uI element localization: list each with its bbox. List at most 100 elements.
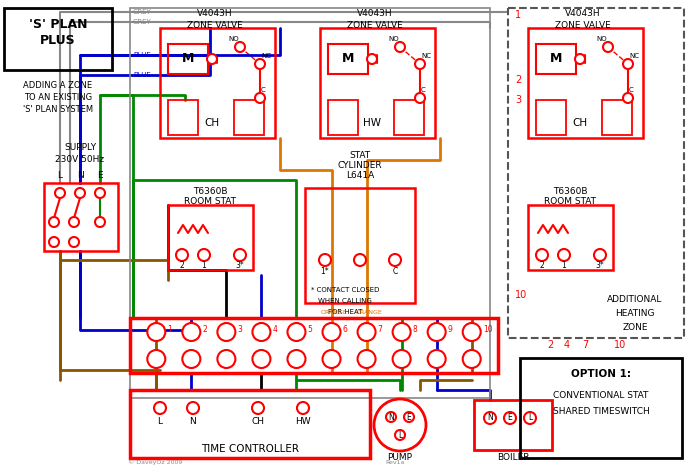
Bar bbox=[130, 318, 498, 373]
Text: ADDING A ZONE: ADDING A ZONE bbox=[23, 80, 92, 89]
Circle shape bbox=[255, 59, 265, 69]
Circle shape bbox=[415, 59, 425, 69]
Circle shape bbox=[253, 323, 270, 341]
Circle shape bbox=[322, 323, 341, 341]
Circle shape bbox=[182, 350, 200, 368]
Text: L: L bbox=[398, 431, 402, 439]
Circle shape bbox=[288, 323, 306, 341]
Circle shape bbox=[147, 350, 166, 368]
Text: WHEN CALLING: WHEN CALLING bbox=[318, 298, 372, 304]
Text: HW: HW bbox=[363, 118, 381, 128]
Text: 2: 2 bbox=[179, 262, 184, 271]
Text: NO: NO bbox=[597, 36, 607, 42]
Circle shape bbox=[463, 323, 481, 341]
Bar bbox=[234, 100, 264, 135]
Circle shape bbox=[255, 93, 265, 103]
Text: 'S' PLAN SYSTEM: 'S' PLAN SYSTEM bbox=[23, 104, 93, 114]
Circle shape bbox=[235, 42, 245, 52]
Circle shape bbox=[253, 350, 270, 368]
Circle shape bbox=[198, 249, 210, 261]
Circle shape bbox=[69, 217, 79, 227]
Text: N: N bbox=[77, 171, 83, 181]
Bar bbox=[328, 100, 358, 135]
Text: ZONE VALVE: ZONE VALVE bbox=[187, 21, 243, 29]
Circle shape bbox=[393, 350, 411, 368]
Text: E: E bbox=[406, 412, 411, 422]
Text: 3*: 3* bbox=[595, 262, 604, 271]
Circle shape bbox=[623, 59, 633, 69]
Text: CONVENTIONAL STAT: CONVENTIONAL STAT bbox=[553, 390, 649, 400]
Bar bbox=[168, 100, 198, 135]
Text: C: C bbox=[261, 87, 266, 93]
Text: NC: NC bbox=[421, 53, 431, 59]
Circle shape bbox=[367, 54, 377, 64]
Circle shape bbox=[217, 350, 235, 368]
Bar bbox=[4, 8, 112, 70]
Bar bbox=[168, 205, 253, 270]
Text: L: L bbox=[528, 414, 532, 423]
Bar bbox=[130, 8, 490, 398]
Bar bbox=[520, 358, 682, 458]
Text: 3: 3 bbox=[515, 95, 521, 105]
Text: N: N bbox=[487, 414, 493, 423]
Text: HW: HW bbox=[295, 417, 310, 426]
Text: OPTION 1:: OPTION 1: bbox=[571, 369, 631, 379]
Text: TIME CONTROLLER: TIME CONTROLLER bbox=[201, 444, 299, 454]
Circle shape bbox=[386, 412, 396, 422]
Text: 1: 1 bbox=[167, 326, 172, 335]
Text: NO: NO bbox=[228, 36, 239, 42]
Circle shape bbox=[558, 249, 570, 261]
Bar bbox=[394, 100, 424, 135]
Bar bbox=[474, 400, 552, 450]
Text: M: M bbox=[181, 52, 194, 66]
Text: ZONE VALVE: ZONE VALVE bbox=[555, 21, 611, 29]
Text: Rev1a: Rev1a bbox=[385, 460, 405, 465]
Text: CH: CH bbox=[251, 417, 264, 426]
Circle shape bbox=[504, 412, 516, 424]
Text: HEATING: HEATING bbox=[615, 309, 655, 319]
Text: STAT: STAT bbox=[349, 151, 371, 160]
Text: ROOM STAT: ROOM STAT bbox=[544, 197, 596, 206]
Bar bbox=[305, 188, 415, 303]
Text: T6360B: T6360B bbox=[553, 187, 587, 196]
Bar bbox=[130, 390, 370, 458]
Bar bbox=[602, 100, 632, 135]
Circle shape bbox=[187, 402, 199, 414]
Circle shape bbox=[357, 323, 375, 341]
Text: ORANGE: ORANGE bbox=[355, 309, 382, 314]
Text: T6360B: T6360B bbox=[193, 187, 227, 196]
Text: NC: NC bbox=[629, 53, 639, 59]
Text: SUPPLY: SUPPLY bbox=[64, 144, 96, 153]
Bar bbox=[44, 183, 118, 251]
Text: 9: 9 bbox=[448, 326, 453, 335]
Circle shape bbox=[428, 323, 446, 341]
Circle shape bbox=[395, 430, 405, 440]
Circle shape bbox=[575, 54, 585, 64]
Circle shape bbox=[234, 249, 246, 261]
Circle shape bbox=[603, 42, 613, 52]
Text: 2: 2 bbox=[547, 340, 553, 350]
Circle shape bbox=[176, 249, 188, 261]
Text: 8: 8 bbox=[413, 326, 417, 335]
Text: 10: 10 bbox=[515, 290, 527, 300]
Text: PUMP: PUMP bbox=[388, 453, 413, 461]
Text: BLUE: BLUE bbox=[133, 72, 150, 78]
Text: 3: 3 bbox=[237, 326, 242, 335]
Text: M: M bbox=[550, 52, 562, 66]
Text: ZONE VALVE: ZONE VALVE bbox=[347, 21, 403, 29]
Text: BOILER: BOILER bbox=[497, 453, 529, 462]
Text: CH: CH bbox=[204, 118, 219, 128]
Text: 10: 10 bbox=[614, 340, 626, 350]
Text: 1: 1 bbox=[515, 10, 521, 20]
Circle shape bbox=[524, 412, 536, 424]
Bar bbox=[536, 44, 576, 74]
Circle shape bbox=[217, 323, 235, 341]
Text: TO AN EXISTING: TO AN EXISTING bbox=[24, 93, 92, 102]
Text: FOR HEAT: FOR HEAT bbox=[328, 309, 362, 315]
Text: 'S' PLAN: 'S' PLAN bbox=[29, 17, 87, 30]
Circle shape bbox=[594, 249, 606, 261]
Text: 2: 2 bbox=[515, 75, 521, 85]
Circle shape bbox=[393, 323, 411, 341]
Text: 2: 2 bbox=[202, 326, 207, 335]
Text: 5: 5 bbox=[308, 326, 313, 335]
